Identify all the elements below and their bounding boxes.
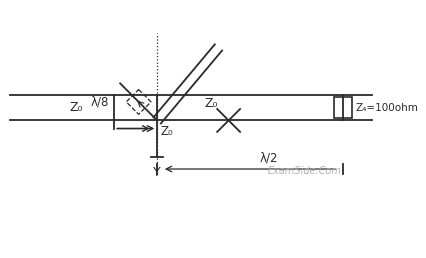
Text: ExamSide.Com: ExamSide.Com xyxy=(267,166,341,176)
Text: Z₀: Z₀ xyxy=(161,125,173,138)
Bar xyxy=(334,97,351,118)
Text: Z₀: Z₀ xyxy=(69,101,83,114)
Text: λ/8: λ/8 xyxy=(91,95,109,108)
Text: Z₄=100ohm: Z₄=100ohm xyxy=(354,103,417,112)
Text: Y: Y xyxy=(153,166,161,179)
Text: Z₀: Z₀ xyxy=(204,97,218,110)
Text: λ/2: λ/2 xyxy=(259,151,278,164)
